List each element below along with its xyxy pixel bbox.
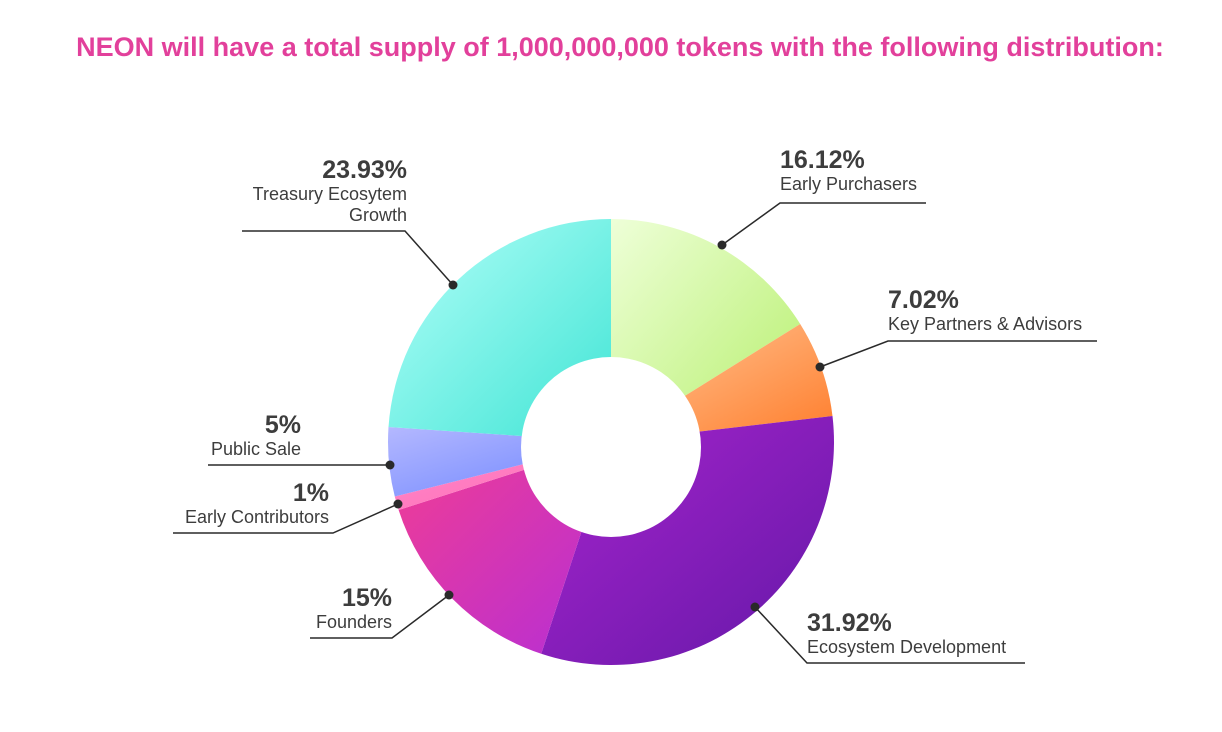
category-label: Public Sale bbox=[211, 439, 301, 459]
label-founders: 15%Founders bbox=[310, 584, 454, 639]
leader-line bbox=[173, 503, 399, 534]
value-label: 31.92% bbox=[807, 609, 892, 637]
value-label: 15% bbox=[342, 584, 392, 612]
leader-line bbox=[310, 594, 450, 639]
label-early-contributors: 1%Early Contributors bbox=[173, 479, 403, 534]
label-early-purchasers: 16.12%Early Purchasers bbox=[717, 146, 926, 250]
category-label: Key Partners & Advisors bbox=[888, 314, 1082, 334]
label-ecosystem-development: 31.92%Ecosystem Development bbox=[750, 602, 1025, 664]
leader-dot bbox=[750, 602, 760, 612]
category-label: Ecosystem Development bbox=[807, 637, 1006, 657]
category-label: Founders bbox=[316, 612, 392, 632]
leader-dot bbox=[448, 280, 458, 290]
category-label: Growth bbox=[349, 205, 407, 225]
leader-line bbox=[242, 230, 454, 286]
leader-dot bbox=[444, 590, 454, 600]
leader-dot bbox=[393, 499, 403, 509]
label-public-sale: 5%Public Sale bbox=[208, 411, 395, 470]
leader-line bbox=[721, 202, 926, 246]
leader-line bbox=[754, 606, 1025, 664]
slice-labels: 16.12%Early Purchasers 7.02%Key Partners … bbox=[173, 146, 1097, 664]
donut-hole bbox=[521, 357, 701, 537]
leader-line bbox=[819, 340, 1097, 368]
category-label: Early Contributors bbox=[185, 507, 329, 527]
leader-dot bbox=[385, 460, 395, 470]
value-label: 5% bbox=[265, 411, 301, 439]
category-label: Treasury Ecosytem bbox=[253, 184, 407, 204]
value-label: 7.02% bbox=[888, 286, 959, 314]
leader-dot bbox=[717, 240, 727, 250]
leader-dot bbox=[815, 362, 825, 372]
chart-title: NEON will have a total supply of 1,000,0… bbox=[76, 32, 1164, 62]
label-key-partners-advisors: 7.02%Key Partners & Advisors bbox=[815, 286, 1097, 372]
value-label: 23.93% bbox=[322, 156, 407, 184]
value-label: 1% bbox=[293, 479, 329, 507]
category-label: Early Purchasers bbox=[780, 174, 917, 194]
value-label: 16.12% bbox=[780, 146, 865, 174]
